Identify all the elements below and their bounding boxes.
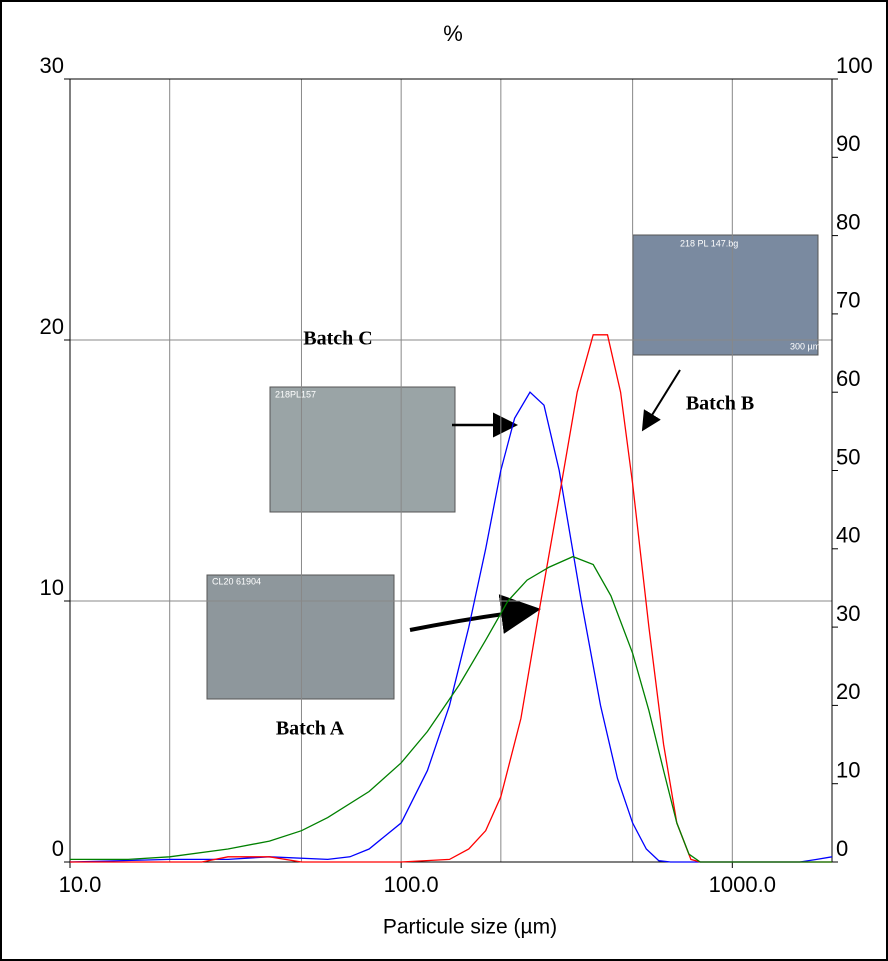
arrow	[641, 369, 681, 432]
photo-batch-b	[632, 234, 819, 356]
data-line	[70, 334, 832, 863]
y-tick-label: 30	[40, 53, 64, 78]
y-tick-label: 0	[52, 836, 64, 861]
y2-tick-label: 10	[836, 758, 860, 783]
photo-label: CL20 61904	[212, 576, 261, 586]
y-tick-label: 10	[40, 575, 64, 600]
series-label: Batch A	[276, 718, 345, 740]
y2-tick-label: 90	[836, 131, 860, 156]
y2-tick-label: 70	[836, 288, 860, 313]
x-tick-label: 10.0	[59, 872, 102, 897]
y2-tick-label: 30	[836, 601, 860, 626]
x-axis-label: Particule size (µm)	[383, 916, 557, 939]
y2-tick-label: 60	[836, 366, 860, 391]
y2-tick-label: 0	[836, 836, 848, 861]
y2-tick-label: 100	[836, 53, 873, 78]
y-tick-label: 20	[40, 314, 64, 339]
y2-tick-label: 80	[836, 209, 860, 234]
y2-tick-label: 50	[836, 444, 860, 469]
series-label: Batch B	[686, 393, 754, 415]
photo-label: 300 µm	[790, 341, 820, 351]
photo-label: 218PL157	[275, 389, 316, 399]
data-line	[70, 555, 832, 863]
y2-tick-label: 20	[836, 679, 860, 704]
photo-label: 218 PL 147.bg	[680, 238, 738, 248]
series-label: Batch C	[303, 328, 372, 350]
y2-tick-label: 40	[836, 523, 860, 548]
x-tick-label: 1000.0	[709, 872, 776, 897]
photo-batch-c	[269, 386, 456, 513]
photo-batch-a	[206, 574, 395, 700]
data-line	[69, 391, 833, 863]
x-tick-label: 100.0	[384, 872, 439, 897]
chart-title: %	[443, 21, 463, 46]
